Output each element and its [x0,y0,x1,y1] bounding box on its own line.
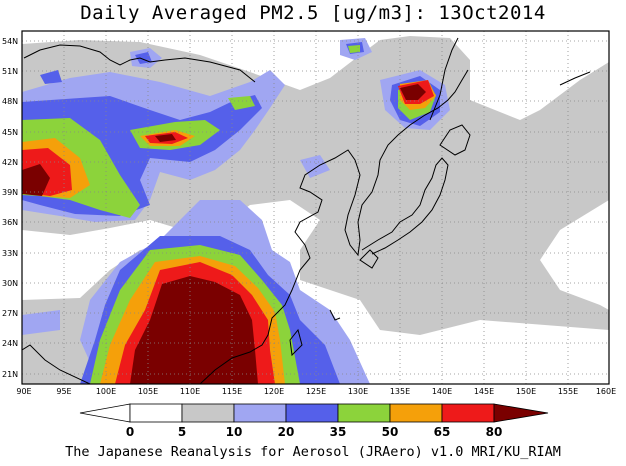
lon-tick-130e: 130E [348,387,368,396]
map-title: Daily Averaged PM2.5 [ug/m3]: 13Oct2014 [80,2,546,24]
colorbar-segment [181,403,235,423]
lon-tick-105e: 105E [138,387,158,396]
lat-ticks: 21N 24N 27N 30N 33N 36N 39N 42N 45N 48N … [2,37,18,379]
lon-tick-150e: 150E [516,387,536,396]
map-frame [21,30,610,385]
lat-tick-36n: 36N [2,218,18,227]
colorbar-label: 50 [382,425,399,439]
lat-tick-30n: 30N [2,279,18,288]
lon-tick-95e: 95E [56,387,71,396]
lat-tick-24n: 24N [2,339,18,348]
colorbar-segment [129,403,183,423]
lat-tick-48n: 48N [2,97,18,106]
colorbar-segment [285,403,339,423]
lat-tick-42n: 42N [2,158,18,167]
colorbar-label: 10 [226,425,243,439]
lat-tick-33n: 33N [2,249,18,258]
colorbar-label: 0 [126,425,134,439]
lon-tick-90e: 90E [16,387,31,396]
colorbar-segment-low [79,403,131,423]
colorbar-segment [441,403,495,423]
colorbar: 0 5 10 20 35 50 65 80 [79,403,549,439]
colorbar-label: 80 [486,425,503,439]
lon-tick-110e: 110E [180,387,200,396]
colorbar-segment [337,403,391,423]
colorbar-label: 5 [178,425,186,439]
colorbar-label: 20 [278,425,295,439]
lat-tick-21n: 21N [2,370,18,379]
lon-tick-115e: 115E [222,387,242,396]
coastlines [22,37,591,384]
lon-tick-145e: 145E [474,387,494,396]
lon-tick-155e: 155E [558,387,578,396]
lon-tick-140e: 140E [432,387,452,396]
lat-tick-39n: 39N [2,188,18,197]
colorbar-label: 35 [330,425,347,439]
footer-credit: The Japanese Reanalysis for Aerosol (JRA… [65,444,561,460]
lon-tick-120e: 120E [264,387,284,396]
colorbar-segment-high [493,403,549,423]
lat-tick-54n: 54N [2,37,18,46]
pm25-field [22,31,609,384]
lon-tick-135e: 135E [390,387,410,396]
lon-ticks: 90E 95E 100E 105E 110E 115E 120E 125E 13… [16,387,616,396]
lon-tick-125e: 125E [306,387,326,396]
lat-tick-51n: 51N [2,67,18,76]
lon-tick-160e: 160E [596,387,616,396]
lat-tick-27n: 27N [2,309,18,318]
lon-tick-100e: 100E [96,387,116,396]
colorbar-segment [389,403,443,423]
lat-tick-45n: 45N [2,128,18,137]
colorbar-segment [233,403,287,423]
colorbar-label: 65 [434,425,451,439]
pm25-map: 21N 24N 27N 30N 33N 36N 39N 42N 45N 48N … [2,30,616,439]
